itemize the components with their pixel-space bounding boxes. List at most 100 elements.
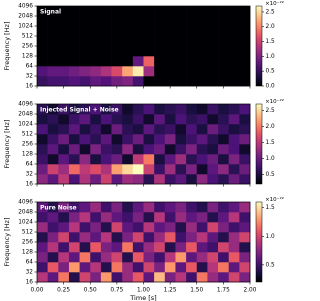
y-tick-label: 64 [26,64,34,70]
cell [239,66,251,77]
cell [90,262,102,273]
cell [100,124,112,135]
cell [47,114,59,125]
cell [175,6,187,17]
cell [122,174,134,185]
cell [164,26,176,37]
cell [175,232,187,243]
cell [132,144,144,155]
cell [196,124,208,135]
y-tick-label: 16 [26,182,34,188]
cell [47,272,59,283]
y-tick-label: 4096 [18,4,33,10]
cell [186,242,198,253]
cell [79,76,91,87]
cell [154,56,166,67]
cell [207,174,219,185]
cell [37,242,48,253]
cell [186,114,198,125]
colorbar-tick-label: 1.0 [266,156,276,162]
cell [90,212,102,223]
cell [79,262,91,273]
cell [228,232,240,243]
cell [132,46,144,57]
x-axis-label: Time [s] [129,294,156,301]
cell [154,252,166,263]
cell [143,242,155,253]
cell [47,174,59,185]
cell [207,36,219,47]
cell [122,114,134,125]
cell [122,66,134,77]
cell [239,164,251,175]
cell [79,26,91,37]
cell [143,154,155,165]
cell [218,154,229,165]
cell [228,154,240,165]
cell [100,242,112,253]
cell [143,252,155,263]
cell [143,232,155,243]
cell [228,104,240,115]
cell [68,134,80,145]
colorbar-offset: ×10⁻²² [265,98,284,105]
cell [90,6,102,17]
cell [196,252,208,263]
cell [90,154,102,165]
cell [68,222,80,233]
cell [122,232,134,243]
cell [196,202,208,213]
cell [175,104,187,115]
cell [58,114,70,125]
cell [239,154,251,165]
cell [196,144,208,155]
cell [111,76,123,87]
cell [111,36,123,47]
cell [79,124,91,135]
cell [175,124,187,135]
cell [164,202,176,213]
cell [111,174,123,185]
cell [228,242,240,253]
cell [37,46,48,57]
cell [37,6,48,17]
cell [218,36,229,47]
cell [164,154,176,165]
cell [111,262,123,273]
cell [239,124,251,135]
y-tick-label: 16 [26,280,34,286]
cell [186,252,198,263]
cell [47,144,59,155]
cell [111,46,123,57]
cell [175,252,187,263]
cell [175,202,187,213]
cell [79,144,91,155]
cell [79,164,91,175]
cell [90,252,102,263]
cell [186,56,198,67]
cell [143,164,155,175]
cell [100,144,112,155]
cell [58,16,70,27]
cell [132,76,144,87]
cell [58,134,70,145]
cell [47,16,59,27]
cell [111,202,123,213]
cell [164,272,176,283]
cell [58,36,70,47]
cell [37,144,48,155]
cell [100,36,112,47]
cell [218,134,229,145]
cell [228,202,240,213]
cell [207,164,219,175]
cell [68,76,80,87]
cell [239,242,251,253]
cell [79,242,91,253]
y-tick-label: 128 [22,250,33,256]
cell [164,104,176,115]
cell [37,154,48,165]
cell [239,222,251,233]
cell [175,76,187,87]
cell [228,222,240,233]
x-tick-label: 1.00 [137,288,150,294]
